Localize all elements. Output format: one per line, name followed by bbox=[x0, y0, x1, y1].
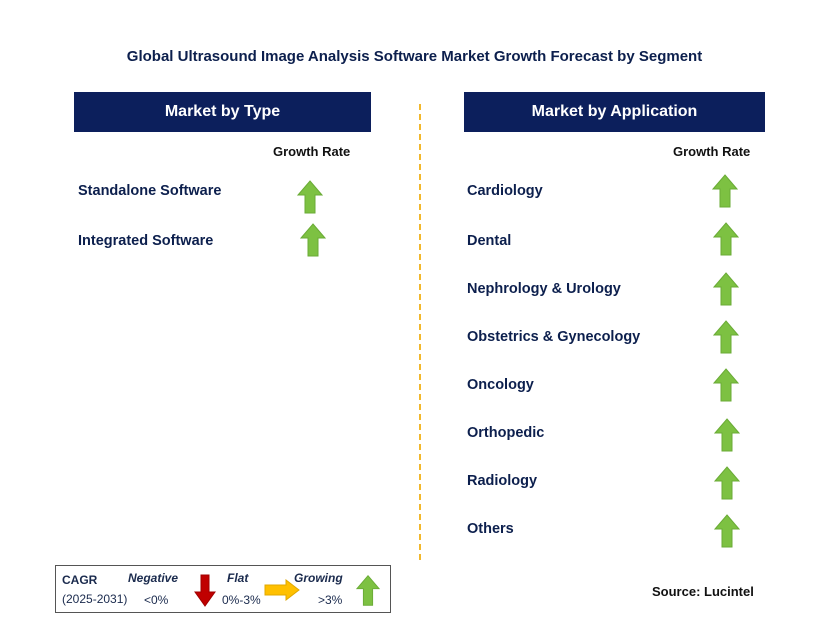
panel-divider bbox=[419, 104, 421, 560]
growing-arrow-icon bbox=[713, 222, 739, 256]
cagr-legend: CAGR (2025-2031) Negative <0% Flat 0%-3%… bbox=[55, 565, 391, 613]
segment-others: Others bbox=[467, 521, 514, 537]
segment-nephrology-urology: Nephrology & Urology bbox=[467, 281, 621, 297]
growing-arrow-icon bbox=[714, 418, 740, 452]
growing-arrow-icon bbox=[297, 180, 323, 214]
legend-flat-range: 0%-3% bbox=[222, 593, 261, 607]
left-growth-rate-label: Growth Rate bbox=[273, 144, 351, 159]
market-by-type-header: Market by Type bbox=[74, 92, 371, 132]
segment-radiology: Radiology bbox=[467, 473, 538, 489]
legend-growing-range: >3% bbox=[318, 593, 343, 607]
segment-obstetrics-gynecology: Obstetrics & Gynecology bbox=[467, 329, 641, 345]
legend-cagr-label: CAGR bbox=[62, 573, 98, 587]
market-by-application-header: Market by Application bbox=[464, 92, 765, 132]
legend-negative-label: Negative bbox=[128, 571, 179, 585]
segment-oncology: Oncology bbox=[467, 377, 534, 393]
growing-arrow-icon bbox=[300, 223, 326, 257]
growing-arrow-icon bbox=[713, 368, 739, 402]
segment-cardiology: Cardiology bbox=[467, 183, 543, 199]
legend-period: (2025-2031) bbox=[62, 592, 128, 606]
source-credit: Source: Lucintel bbox=[652, 584, 754, 599]
growing-arrow-icon bbox=[712, 174, 738, 208]
growing-arrow-icon bbox=[714, 466, 740, 500]
legend-negative-range: <0% bbox=[144, 593, 169, 607]
segment-standalone-software: Standalone Software bbox=[78, 183, 222, 199]
legend-flat-label: Flat bbox=[227, 571, 249, 585]
growing-arrow-icon bbox=[713, 320, 739, 354]
right-growth-rate-label: Growth Rate bbox=[673, 144, 751, 159]
growing-arrow-icon bbox=[714, 514, 740, 548]
segment-dental: Dental bbox=[467, 233, 512, 249]
page-title: Global Ultrasound Image Analysis Softwar… bbox=[126, 48, 703, 65]
growing-arrow-icon bbox=[356, 575, 380, 606]
negative-arrow-icon bbox=[194, 574, 216, 607]
legend-growing-label: Growing bbox=[294, 571, 343, 585]
growing-arrow-icon bbox=[713, 272, 739, 306]
flat-arrow-icon bbox=[264, 579, 300, 601]
segment-integrated-software: Integrated Software bbox=[78, 233, 214, 249]
segment-orthopedic: Orthopedic bbox=[467, 425, 545, 441]
